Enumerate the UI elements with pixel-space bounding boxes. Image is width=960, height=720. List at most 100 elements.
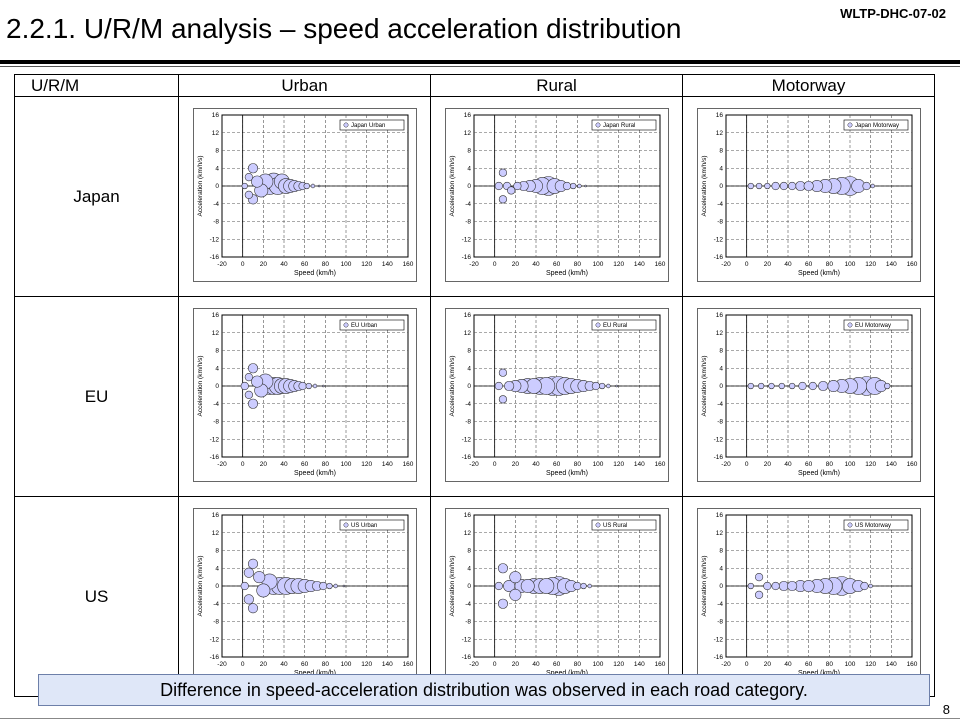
data-point (342, 584, 345, 588)
y-tick-label: -12 (713, 436, 723, 443)
x-tick-label: 60 (301, 461, 309, 468)
data-point (255, 583, 270, 598)
y-tick-label: 12 (211, 130, 219, 137)
x-tick-label: 160 (402, 461, 413, 468)
x-axis-label: Speed (km/h) (797, 670, 839, 677)
y-tick-label: -8 (717, 619, 723, 626)
y-tick-label: 12 (715, 130, 723, 137)
y-tick-label: -8 (213, 219, 219, 226)
comparison-table-wrap: U/R/M Urban Rural Motorway Japan -20 0 20 4… (14, 74, 935, 697)
data-point (747, 182, 754, 190)
x-tick-label: 80 (321, 461, 329, 468)
x-axis-label: Speed (km/h) (293, 470, 335, 477)
x-tick-label: 140 (633, 261, 644, 268)
x-tick-label: 40 (280, 261, 288, 268)
x-tick-label: 80 (573, 661, 581, 668)
chart-us-motorway: -20 0 20 40 60 80 100 120 140 160 16 12 8 4 0 -4 -8 -12 -1… (696, 508, 921, 682)
x-tick-label: 60 (553, 261, 561, 268)
cell-eu-urban: -20 0 20 40 60 80 100 120 140 160 16 12 8 4 0 -4 -8 -12 -1… (178, 296, 431, 497)
data-point (803, 180, 814, 192)
x-tick-label: 0 (240, 261, 244, 268)
x-tick-label: 60 (553, 661, 561, 668)
data-point (508, 571, 521, 584)
x-tick-label: 60 (805, 261, 813, 268)
x-tick-label: 100 (592, 261, 603, 268)
y-tick-label: 16 (211, 512, 219, 519)
y-tick-label: -12 (461, 436, 471, 443)
legend-box (339, 119, 404, 131)
bubble-chart-svg: -20 0 20 40 60 80 100 120 140 1601612840-4-8-12-1… (449, 112, 666, 277)
y-axis-label: Acceleration (km/h/s) (701, 155, 708, 216)
x-tick-label: 80 (573, 261, 581, 268)
x-tick-label: 120 (613, 461, 624, 468)
cell-us-motorway: -20 0 20 40 60 80 100 120 140 160 16 12 8 4 0 -4 -8 -12 -1… (682, 496, 935, 697)
x-tick-label: 20 (763, 661, 771, 668)
y-tick-label: 16 (463, 512, 471, 519)
y-tick-label: 4 (467, 565, 471, 572)
data-point (240, 581, 249, 591)
y-tick-label: 16 (211, 112, 219, 119)
legend-entry: Japan Urban (351, 123, 385, 129)
y-tick-label: 12 (715, 530, 723, 537)
data-point (583, 184, 587, 188)
y-axis-label: Acceleration (km/h/s) (701, 555, 708, 616)
data-point (312, 383, 317, 389)
y-tick-label: -16 (461, 654, 471, 661)
x-tick-label: 140 (885, 461, 896, 468)
data-point (754, 590, 763, 599)
x-tick-label: 40 (784, 661, 792, 668)
data-point (779, 181, 788, 191)
y-tick-label: 8 (467, 548, 471, 555)
y-tick-label: 0 (719, 383, 723, 390)
data-point (498, 168, 507, 177)
data-point (244, 190, 253, 199)
legend-entry: US Rural (603, 523, 627, 529)
x-tick-label: -20 (469, 461, 479, 468)
x-tick-label: 40 (532, 261, 540, 268)
cell-eu-rural: -20 0 20 40 60 80 100 120 140 160 16 12 8 4 0 -4 -8 -12 -1… (430, 296, 683, 497)
chart-us-rural: -20 0 20 40 60 80 100 120 140 160 16 12 8 4 0 -4 -8 -12 -1… (444, 508, 669, 682)
x-tick-label: 80 (825, 261, 833, 268)
x-tick-label: 120 (865, 261, 876, 268)
y-axis-label: Acceleration (km/h/s) (449, 155, 456, 216)
y-tick-label: 16 (715, 512, 723, 519)
data-point (614, 384, 618, 388)
y-tick-label: 0 (467, 183, 471, 190)
table-header-row: U/R/M Urban Rural Motorway (14, 74, 935, 97)
data-point (250, 375, 263, 388)
legend-entry: US Motorway (855, 523, 891, 529)
data-point (770, 181, 780, 191)
cell-japan-rural: -20 0 20 40 60 80 100 120 140 160 16 12 8 4 0 -4 -8 -12 -1… (430, 96, 683, 297)
x-axis-label: Speed (km/h) (545, 670, 587, 677)
comparison-table: U/R/M Urban Rural Motorway Japan -20 0 20 4… (14, 74, 935, 697)
x-tick-label: 120 (613, 661, 624, 668)
y-tick-label: 0 (215, 583, 219, 590)
x-tick-label: 140 (885, 661, 896, 668)
x-tick-label: 0 (240, 461, 244, 468)
x-tick-label: 20 (259, 261, 267, 268)
data-point (494, 581, 503, 591)
data-point (325, 582, 333, 590)
x-tick-label: 60 (301, 261, 309, 268)
x-tick-label: 80 (825, 461, 833, 468)
data-point (244, 390, 253, 399)
y-tick-label: 4 (719, 365, 723, 372)
y-axis-label: Acceleration (km/h/s) (449, 355, 456, 416)
x-tick-label: -20 (217, 261, 227, 268)
data-point (757, 382, 764, 390)
data-point (788, 382, 795, 390)
column-header-motorway: Motorway (682, 74, 935, 97)
y-tick-label: -4 (213, 601, 219, 608)
data-point (498, 195, 507, 204)
x-tick-label: 120 (361, 461, 372, 468)
legend-marker (595, 322, 600, 328)
data-point (569, 182, 576, 190)
y-tick-label: -8 (213, 419, 219, 426)
bubble-chart-svg: -20 0 20 40 60 80 100 120 140 1601612840-4-8-12-1… (197, 112, 414, 277)
x-tick-label: 20 (763, 461, 771, 468)
legend-entry: Japan Motorway (855, 123, 899, 129)
table-row-eu: EU -20 0 20 40 60 80 100 120 140 160 16 12 8 4 0 -4 -8 -1… (14, 296, 935, 497)
title-rule (0, 60, 960, 64)
data-point (243, 594, 254, 605)
y-tick-label: -4 (213, 401, 219, 408)
